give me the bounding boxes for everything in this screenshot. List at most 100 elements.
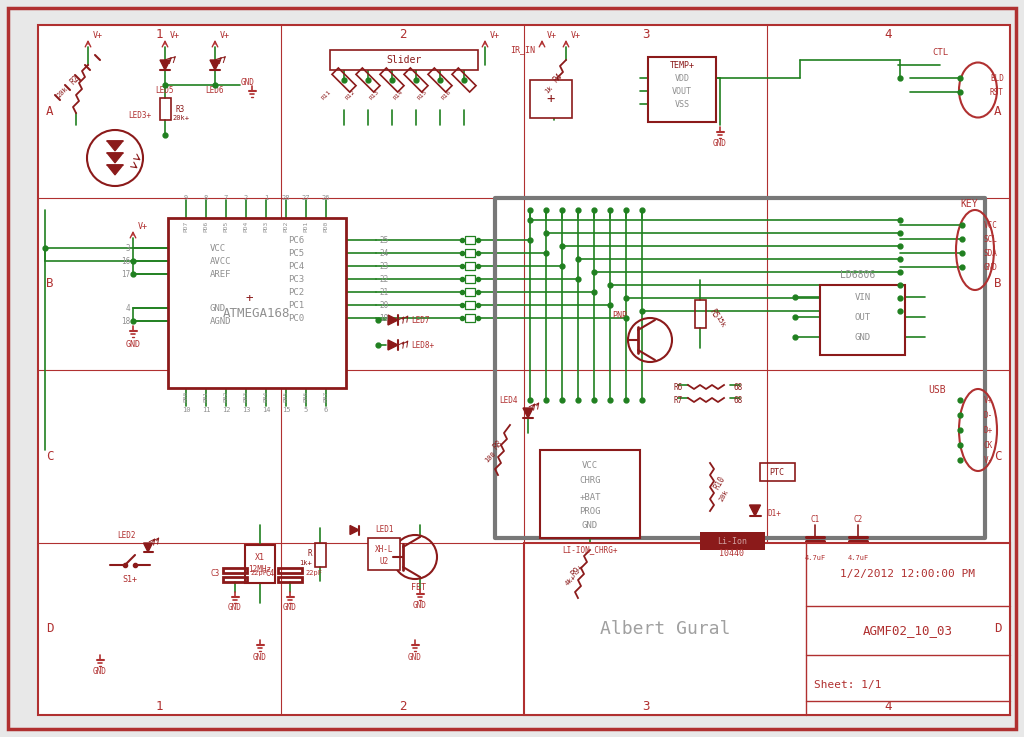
Text: R7: R7 [674, 396, 683, 405]
Text: VOUT: VOUT [672, 86, 692, 96]
Polygon shape [106, 141, 123, 151]
Bar [368, 538, 400, 570]
Text: A: A [994, 105, 1001, 118]
Text: AREF: AREF [210, 270, 231, 279]
Bar [356, 68, 380, 92]
Text: 4.7uF: 4.7uF [848, 555, 868, 561]
Text: AGMF02_10_03: AGMF02_10_03 [863, 624, 953, 637]
Bar [694, 300, 706, 328]
Text: GND: GND [582, 520, 598, 529]
Text: R14: R14 [392, 89, 404, 101]
Text: PC5: PC5 [288, 248, 304, 257]
Text: R12: R12 [344, 89, 356, 101]
Text: 2: 2 [398, 699, 407, 713]
Text: D-: D- [984, 411, 993, 419]
Text: V+: V+ [984, 396, 993, 405]
Text: 8: 8 [204, 195, 208, 201]
Text: 1: 1 [156, 699, 163, 713]
Text: R6: R6 [674, 383, 683, 391]
Text: R9+: R9+ [570, 562, 586, 578]
Text: PC6: PC6 [288, 236, 304, 245]
Text: C4: C4 [266, 568, 275, 578]
Polygon shape [523, 408, 534, 418]
Text: PC3: PC3 [288, 274, 304, 284]
Text: RST: RST [990, 88, 1004, 97]
Text: D: D [46, 622, 53, 635]
Text: LI-ION_CHRG+: LI-ION_CHRG+ [562, 545, 617, 554]
Text: 1k+: 1k+ [299, 560, 312, 566]
Text: R10: R10 [713, 475, 727, 492]
Text: LED8+: LED8+ [411, 340, 434, 349]
Text: LED2: LED2 [118, 531, 136, 539]
Bar [223, 568, 247, 573]
Bar [223, 577, 247, 582]
Bar [160, 98, 171, 120]
Text: 12MHz: 12MHz [249, 565, 271, 575]
Text: B: B [994, 277, 1001, 290]
Text: PB2: PB2 [223, 391, 228, 402]
Text: Li-Ion: Li-Ion [717, 537, 746, 545]
Text: V+: V+ [490, 30, 500, 40]
Text: 10440: 10440 [720, 548, 744, 557]
Text: 6: 6 [324, 407, 328, 413]
Text: AGND: AGND [210, 316, 231, 326]
Text: U2: U2 [379, 557, 389, 567]
Bar [524, 542, 1010, 715]
Text: PROG: PROG [580, 508, 601, 517]
Text: GND: GND [713, 139, 727, 147]
Text: 4: 4 [885, 699, 892, 713]
Text: PD6: PD6 [204, 221, 209, 232]
Bar [452, 68, 476, 92]
Text: PB3: PB3 [244, 391, 249, 402]
Text: GND: GND [408, 652, 422, 662]
Text: PD0: PD0 [324, 221, 329, 232]
Text: CK: CK [984, 441, 993, 450]
Text: C2: C2 [853, 515, 862, 525]
Text: SDA: SDA [984, 248, 997, 257]
Text: GND: GND [241, 77, 255, 86]
Text: PC1: PC1 [288, 301, 304, 310]
Text: R13: R13 [369, 89, 380, 101]
Text: 1: 1 [156, 27, 163, 41]
Text: 68: 68 [733, 396, 742, 405]
Bar [820, 285, 905, 355]
Text: V+: V+ [220, 30, 230, 40]
Text: PD4: PD4 [244, 221, 249, 232]
Text: 22pF: 22pF [305, 570, 322, 576]
Text: C: C [994, 450, 1001, 463]
Text: R3: R3 [175, 105, 184, 113]
Text: VCC: VCC [984, 220, 997, 229]
Text: LED3+: LED3+ [128, 111, 152, 119]
Polygon shape [388, 340, 398, 350]
Text: 25: 25 [379, 236, 388, 245]
Text: PC0: PC0 [288, 313, 304, 323]
Text: 22pF: 22pF [250, 570, 267, 576]
Text: 15: 15 [282, 407, 290, 413]
Polygon shape [388, 315, 398, 325]
Text: 4: 4 [885, 27, 892, 41]
Text: PD7: PD7 [183, 221, 188, 232]
Bar [278, 568, 302, 573]
Text: GND: GND [413, 601, 427, 609]
Polygon shape [143, 543, 153, 552]
Text: PTC: PTC [769, 467, 784, 477]
Bar [314, 543, 326, 567]
Text: +BAT: +BAT [580, 492, 601, 501]
Text: R5: R5 [708, 308, 721, 321]
Text: 26: 26 [322, 195, 331, 201]
Text: R4: R4 [552, 71, 564, 85]
Text: 24: 24 [379, 248, 388, 257]
Text: LED5: LED5 [156, 85, 174, 94]
Text: ATMEGA168: ATMEGA168 [223, 307, 291, 320]
Text: 100: 100 [483, 450, 497, 464]
Text: R2: R2 [69, 74, 82, 86]
Text: Albert Gural: Albert Gural [600, 620, 730, 638]
Text: C1: C1 [810, 515, 819, 525]
Text: 9: 9 [184, 195, 188, 201]
Text: B: B [46, 277, 53, 290]
Text: 13: 13 [242, 407, 250, 413]
Text: 18: 18 [121, 316, 130, 326]
Bar [380, 68, 404, 92]
Text: 10: 10 [181, 407, 190, 413]
Text: 27: 27 [302, 195, 310, 201]
